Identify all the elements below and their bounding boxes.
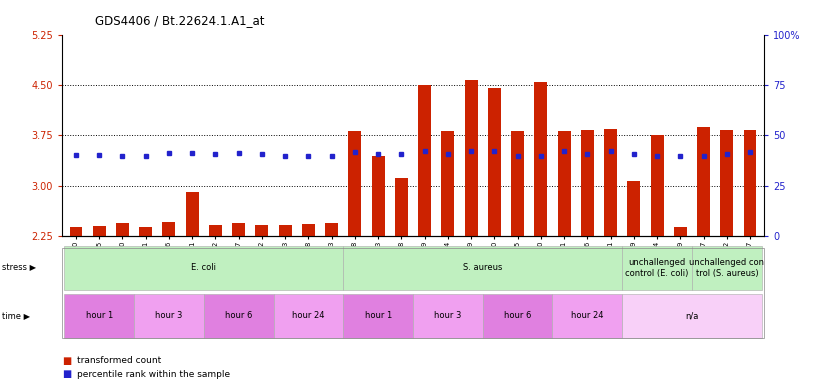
Bar	[140, 227, 152, 236]
Bar	[116, 223, 129, 236]
Bar	[325, 223, 338, 236]
Text: ■: ■	[62, 356, 71, 366]
Text: unchallenged
control (E. coli): unchallenged control (E. coli)	[625, 258, 689, 278]
Bar	[209, 225, 222, 236]
Text: GDS4406 / Bt.22624.1.A1_at: GDS4406 / Bt.22624.1.A1_at	[95, 14, 264, 27]
Bar	[418, 85, 431, 236]
Bar	[488, 88, 501, 236]
Bar	[302, 224, 315, 236]
Text: hour 3: hour 3	[434, 311, 462, 320]
Text: unchallenged con
trol (S. aureus): unchallenged con trol (S. aureus)	[690, 258, 764, 278]
Text: hour 6: hour 6	[225, 311, 252, 320]
Bar	[93, 226, 106, 236]
Bar	[255, 225, 268, 236]
Text: hour 3: hour 3	[155, 311, 183, 320]
Bar	[465, 80, 477, 236]
Bar	[278, 225, 292, 236]
Text: S. aureus: S. aureus	[463, 263, 502, 272]
Bar	[743, 130, 757, 236]
Text: transformed count: transformed count	[77, 356, 161, 366]
Text: hour 1: hour 1	[364, 311, 392, 320]
Bar	[349, 131, 361, 236]
Text: n/a: n/a	[686, 311, 699, 320]
Bar	[511, 131, 524, 236]
Text: percentile rank within the sample: percentile rank within the sample	[77, 370, 230, 379]
Text: hour 24: hour 24	[571, 311, 604, 320]
Bar	[163, 222, 175, 236]
Bar	[395, 178, 408, 236]
Bar	[651, 136, 663, 236]
Bar	[69, 227, 83, 236]
Text: hour 1: hour 1	[86, 311, 113, 320]
Bar	[441, 131, 454, 236]
Bar	[186, 192, 198, 236]
Text: E. coli: E. coli	[192, 263, 216, 272]
Text: ■: ■	[62, 369, 71, 379]
Bar	[232, 223, 245, 236]
Bar	[628, 181, 640, 236]
Text: stress ▶: stress ▶	[2, 263, 36, 272]
Bar	[697, 127, 710, 236]
Bar	[674, 227, 686, 236]
Bar	[558, 131, 571, 236]
Text: hour 24: hour 24	[292, 311, 325, 320]
Bar	[372, 156, 385, 236]
Text: hour 6: hour 6	[504, 311, 531, 320]
Bar	[604, 129, 617, 236]
Bar	[720, 130, 733, 236]
Bar	[581, 130, 594, 236]
Bar	[534, 82, 548, 236]
Text: time ▶: time ▶	[2, 311, 30, 320]
